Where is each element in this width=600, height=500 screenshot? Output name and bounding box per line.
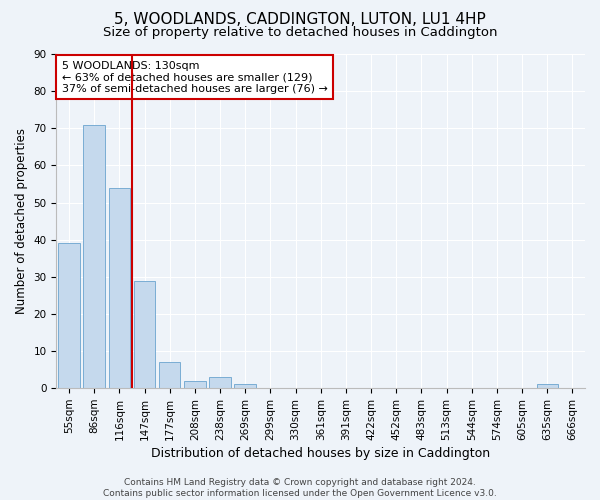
Text: Size of property relative to detached houses in Caddington: Size of property relative to detached ho… [103,26,497,39]
Bar [209,377,231,388]
Bar [58,244,80,388]
Bar [109,188,130,388]
Bar [134,280,155,388]
Bar [184,381,206,388]
Bar [536,384,558,388]
Bar [235,384,256,388]
Text: Contains HM Land Registry data © Crown copyright and database right 2024.
Contai: Contains HM Land Registry data © Crown c… [103,478,497,498]
Bar [83,124,105,388]
Text: 5 WOODLANDS: 130sqm
← 63% of detached houses are smaller (129)
37% of semi-detac: 5 WOODLANDS: 130sqm ← 63% of detached ho… [62,60,328,94]
X-axis label: Distribution of detached houses by size in Caddington: Distribution of detached houses by size … [151,447,490,460]
Text: 5, WOODLANDS, CADDINGTON, LUTON, LU1 4HP: 5, WOODLANDS, CADDINGTON, LUTON, LU1 4HP [114,12,486,28]
Y-axis label: Number of detached properties: Number of detached properties [15,128,28,314]
Bar [159,362,181,388]
